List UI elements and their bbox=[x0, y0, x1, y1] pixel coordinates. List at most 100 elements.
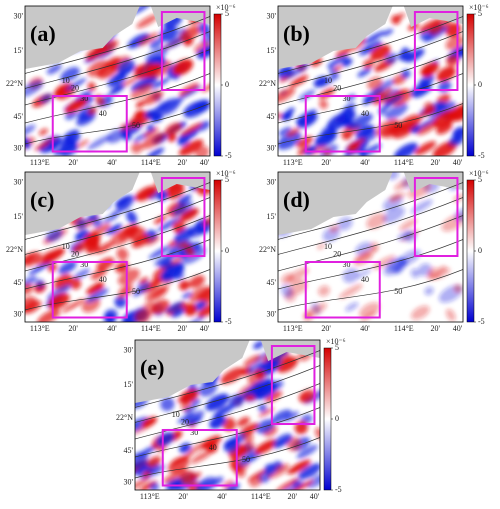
field-blob bbox=[139, 277, 149, 284]
contour-line bbox=[278, 31, 463, 89]
field-blob bbox=[117, 59, 135, 74]
field-blob bbox=[286, 460, 309, 475]
y-tick-label: 30' bbox=[267, 143, 277, 152]
contour-line bbox=[25, 73, 210, 124]
field-blob bbox=[278, 87, 296, 104]
field-blob bbox=[383, 257, 408, 276]
field-blob bbox=[372, 255, 396, 270]
field-blob bbox=[135, 451, 149, 469]
field-blob bbox=[360, 143, 382, 156]
field-blob bbox=[286, 127, 300, 137]
field-blob bbox=[271, 409, 292, 424]
field-blob bbox=[385, 52, 398, 65]
x-tick-label: 20' bbox=[288, 492, 298, 501]
field-blob bbox=[411, 305, 430, 320]
map-frame bbox=[24, 5, 211, 157]
contour-label: 40 bbox=[99, 275, 107, 284]
field-blob bbox=[453, 284, 463, 294]
field-blob bbox=[39, 93, 53, 104]
x-tick-label: 113°E bbox=[30, 158, 50, 167]
field-blob bbox=[96, 62, 119, 79]
field-blob bbox=[81, 296, 101, 313]
y-tick-label: 30' bbox=[267, 309, 277, 318]
map-frame bbox=[277, 171, 464, 323]
field-blob bbox=[83, 232, 101, 248]
field-blob bbox=[417, 263, 432, 277]
field-blob bbox=[407, 22, 420, 31]
field-blob bbox=[358, 45, 373, 56]
field-blob bbox=[134, 309, 151, 322]
contour-label: 20 bbox=[181, 417, 189, 426]
field-blob bbox=[187, 415, 203, 426]
field-blob bbox=[382, 28, 394, 37]
contour-line bbox=[135, 383, 320, 440]
land bbox=[25, 6, 140, 69]
field-blob bbox=[434, 101, 456, 117]
x-tick-label: 40' bbox=[453, 324, 463, 333]
field-blob bbox=[220, 367, 245, 385]
field-blob bbox=[107, 225, 122, 235]
colorbar-tick-label: 5 bbox=[478, 175, 482, 184]
field-blob bbox=[273, 437, 293, 449]
contour-line bbox=[278, 16, 463, 74]
field-blob bbox=[394, 267, 403, 275]
field-blob bbox=[146, 124, 155, 132]
field-blob bbox=[96, 257, 115, 271]
field-blob bbox=[149, 38, 163, 49]
contour-label: 50 bbox=[242, 455, 250, 464]
x-tick-label: 40' bbox=[200, 324, 210, 333]
y-tick-label: 22°N bbox=[259, 245, 276, 254]
colorbar bbox=[466, 13, 475, 157]
x-tick-label: 113°E bbox=[283, 158, 303, 167]
field-blob bbox=[152, 114, 163, 123]
field-blob bbox=[281, 284, 293, 298]
field-blob bbox=[159, 26, 178, 42]
colorbar-scale: ×10⁻⁶ bbox=[216, 169, 236, 178]
field-blob bbox=[436, 122, 453, 135]
field-blob bbox=[86, 288, 109, 303]
field-blob bbox=[86, 213, 98, 222]
field-blob bbox=[177, 135, 190, 146]
field-blob bbox=[92, 218, 103, 228]
field-blob bbox=[349, 113, 373, 130]
field-blob bbox=[189, 472, 202, 481]
field-blob bbox=[350, 137, 367, 148]
contour-line bbox=[278, 215, 463, 272]
land bbox=[278, 6, 393, 69]
x-tick-label: 40' bbox=[453, 158, 463, 167]
field-blob bbox=[385, 94, 404, 106]
field-blob bbox=[393, 142, 418, 156]
field-blob bbox=[264, 390, 283, 403]
field-blob bbox=[103, 213, 119, 224]
field-blob bbox=[422, 66, 433, 77]
x-tick-label: 40' bbox=[360, 158, 370, 167]
field-blob bbox=[46, 63, 62, 75]
field-blob bbox=[337, 109, 356, 124]
field-blob bbox=[164, 122, 183, 136]
colorbar-tick-label: 5 bbox=[225, 9, 229, 18]
field-blob bbox=[451, 106, 463, 122]
field-blob bbox=[247, 378, 273, 395]
field-blob bbox=[64, 97, 88, 114]
field-blob bbox=[116, 247, 129, 261]
field-blob bbox=[341, 58, 353, 67]
field-blob bbox=[179, 208, 199, 222]
field-blob bbox=[162, 468, 188, 484]
field-blob bbox=[171, 307, 186, 318]
contour-line bbox=[25, 182, 210, 240]
x-tick-label: 20' bbox=[431, 158, 441, 167]
x-tick-label: 40' bbox=[360, 324, 370, 333]
field-blob bbox=[114, 295, 127, 308]
region-box bbox=[304, 95, 381, 153]
field-blob bbox=[198, 381, 218, 397]
y-tick-label: 45' bbox=[267, 278, 277, 287]
y-tick-label: 30' bbox=[124, 345, 134, 354]
region-box bbox=[160, 11, 206, 91]
field-blob bbox=[418, 18, 441, 33]
field-blob bbox=[117, 268, 140, 286]
field-blob bbox=[298, 463, 320, 480]
field-blob bbox=[306, 473, 320, 489]
field-blob bbox=[115, 194, 136, 210]
